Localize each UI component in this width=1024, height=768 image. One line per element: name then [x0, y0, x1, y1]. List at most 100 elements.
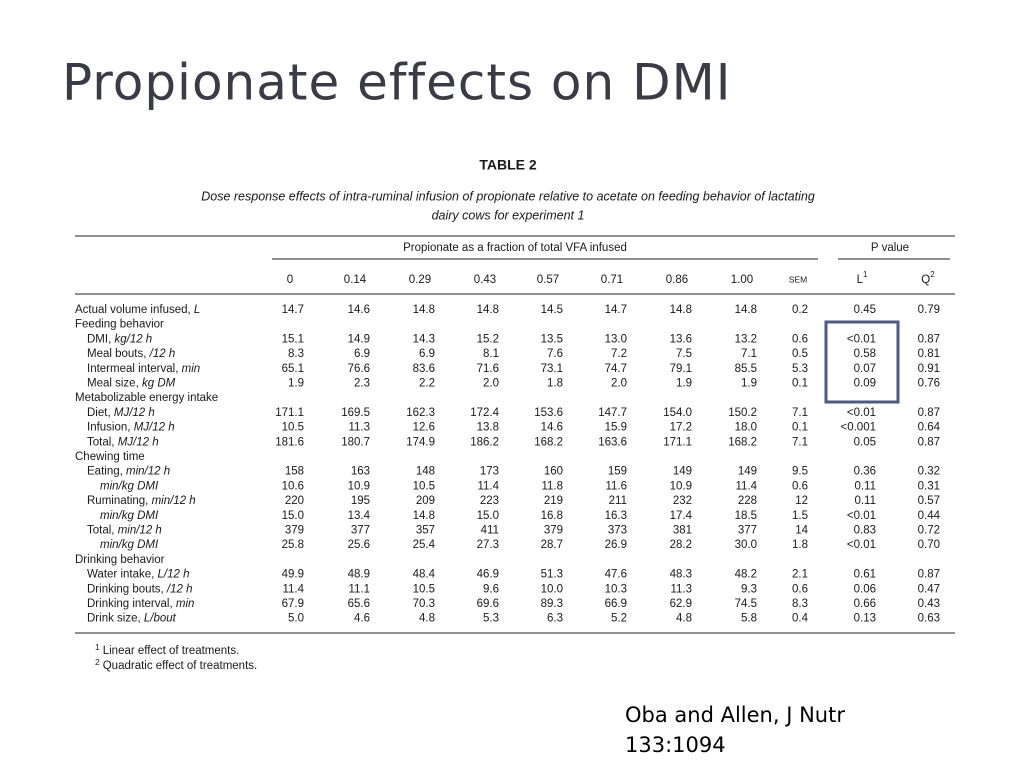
table-caption: Dose response effects of intra-ruminal i… — [201, 189, 815, 203]
row-unit: /12 h — [166, 583, 193, 595]
cell: 71.6 — [477, 363, 499, 375]
cell: 67.9 — [282, 598, 304, 610]
cell: 0.6 — [792, 583, 808, 595]
group-header: Propionate as a fraction of total VFA in… — [403, 242, 627, 254]
cell: <0.01 — [847, 407, 876, 419]
row-label-text: Total, — [87, 436, 115, 448]
cell: 28.7 — [541, 539, 563, 551]
cell: 150.2 — [728, 407, 757, 419]
cell: 357 — [416, 525, 435, 537]
row-label-text: Actual volume infused, — [75, 304, 191, 316]
cell: 5.3 — [483, 613, 499, 625]
column-header-text: Q — [921, 274, 930, 286]
cell: 0.81 — [918, 348, 940, 360]
row-unit: kg DM — [142, 378, 176, 390]
row-label: Actual volume infused, L — [75, 304, 200, 316]
cell: 30.0 — [735, 539, 757, 551]
row-unit: min/12 h — [118, 525, 162, 537]
column-header: 0 — [287, 274, 293, 286]
cell: 219 — [544, 495, 563, 507]
row-label-text: Infusion, — [87, 422, 130, 434]
row-label: Drinking bouts, /12 h — [87, 583, 193, 595]
cell: 10.9 — [348, 480, 370, 492]
row-label-text: Diet, — [87, 407, 111, 419]
cell: 48.9 — [348, 569, 370, 581]
cell: 377 — [351, 525, 370, 537]
cell: 6.3 — [547, 613, 563, 625]
row-label-text: Water intake, — [87, 569, 154, 581]
cell: 70.3 — [413, 598, 435, 610]
cell: 1.8 — [547, 378, 563, 390]
cell: 0.87 — [918, 333, 940, 345]
cell: 11.4 — [735, 480, 757, 492]
cell: 168.2 — [728, 436, 757, 448]
column-header-text: L — [857, 274, 864, 286]
column-header-sup: 2 — [930, 270, 935, 279]
cell: 2.1 — [792, 569, 808, 581]
cell: 147.7 — [598, 407, 627, 419]
cell: 160 — [544, 466, 563, 478]
cell: 0.45 — [854, 304, 876, 316]
row-label: DMI, kg/12 h — [87, 333, 152, 345]
cell: 0.79 — [918, 304, 940, 316]
cell: 5.3 — [792, 363, 808, 375]
cell: 7.5 — [676, 348, 692, 360]
cell: 14.8 — [413, 304, 435, 316]
cell: 18.0 — [735, 422, 757, 434]
cell: 168.2 — [534, 436, 563, 448]
cell: 180.7 — [341, 436, 370, 448]
cell: 0.13 — [854, 613, 876, 625]
cell: 0.1 — [792, 422, 808, 434]
cell: 13.5 — [541, 333, 563, 345]
cell: 2.3 — [354, 378, 370, 390]
cell: 17.4 — [670, 510, 693, 522]
footnote-text: Linear effect of treatments. — [103, 645, 240, 657]
cell: 15.0 — [282, 510, 304, 522]
cell: 66.9 — [605, 598, 627, 610]
cell: 15.2 — [477, 333, 499, 345]
cell: 48.2 — [735, 569, 757, 581]
row-label-text: Meal bouts, — [87, 348, 146, 360]
cell: 14.7 — [605, 304, 627, 316]
cell: 149 — [738, 466, 757, 478]
cell: <0.001 — [841, 422, 877, 434]
cell: 0.76 — [918, 378, 940, 390]
cell: 17.2 — [670, 422, 692, 434]
cell: 0.58 — [854, 348, 876, 360]
cell: 149 — [673, 466, 692, 478]
cell: 0.11 — [854, 480, 876, 492]
column-header: 1.00 — [731, 274, 753, 286]
table: TABLE 2 Dose response effects of intra-r… — [75, 157, 955, 672]
cell: 0.6 — [792, 333, 808, 345]
cell: 0.31 — [918, 480, 940, 492]
cell: 28.2 — [670, 539, 692, 551]
cell: 62.9 — [670, 598, 692, 610]
cell: 11.8 — [541, 480, 563, 492]
row-label: min/kg DMI — [100, 510, 159, 522]
cell: 373 — [608, 525, 627, 537]
row-unit: min/kg DMI — [100, 510, 159, 522]
cell: 7.6 — [547, 348, 563, 360]
cell: 0.5 — [792, 348, 808, 360]
cell: 8.1 — [483, 348, 499, 360]
cell: 0.36 — [854, 466, 876, 478]
section-title: Chewing time — [75, 451, 145, 463]
section-title: Metabolizable energy intake — [75, 392, 218, 404]
cell: 7.2 — [611, 348, 627, 360]
cell: 14.8 — [413, 510, 435, 522]
row-label: min/kg DMI — [100, 539, 159, 551]
cell: 26.9 — [605, 539, 627, 551]
cell: 0.44 — [918, 510, 941, 522]
cell: 7.1 — [741, 348, 757, 360]
cell: 47.6 — [605, 569, 627, 581]
cell: 11.6 — [605, 480, 627, 492]
cell: 85.5 — [735, 363, 757, 375]
cell: 228 — [738, 495, 757, 507]
footnote-text: Quadratic effect of treatments. — [103, 660, 257, 672]
cell: 14.7 — [282, 304, 304, 316]
column-header-sup: 1 — [863, 270, 868, 279]
cell: 0.91 — [918, 363, 940, 375]
cell: 14.8 — [735, 304, 757, 316]
cell: 9.6 — [483, 583, 499, 595]
